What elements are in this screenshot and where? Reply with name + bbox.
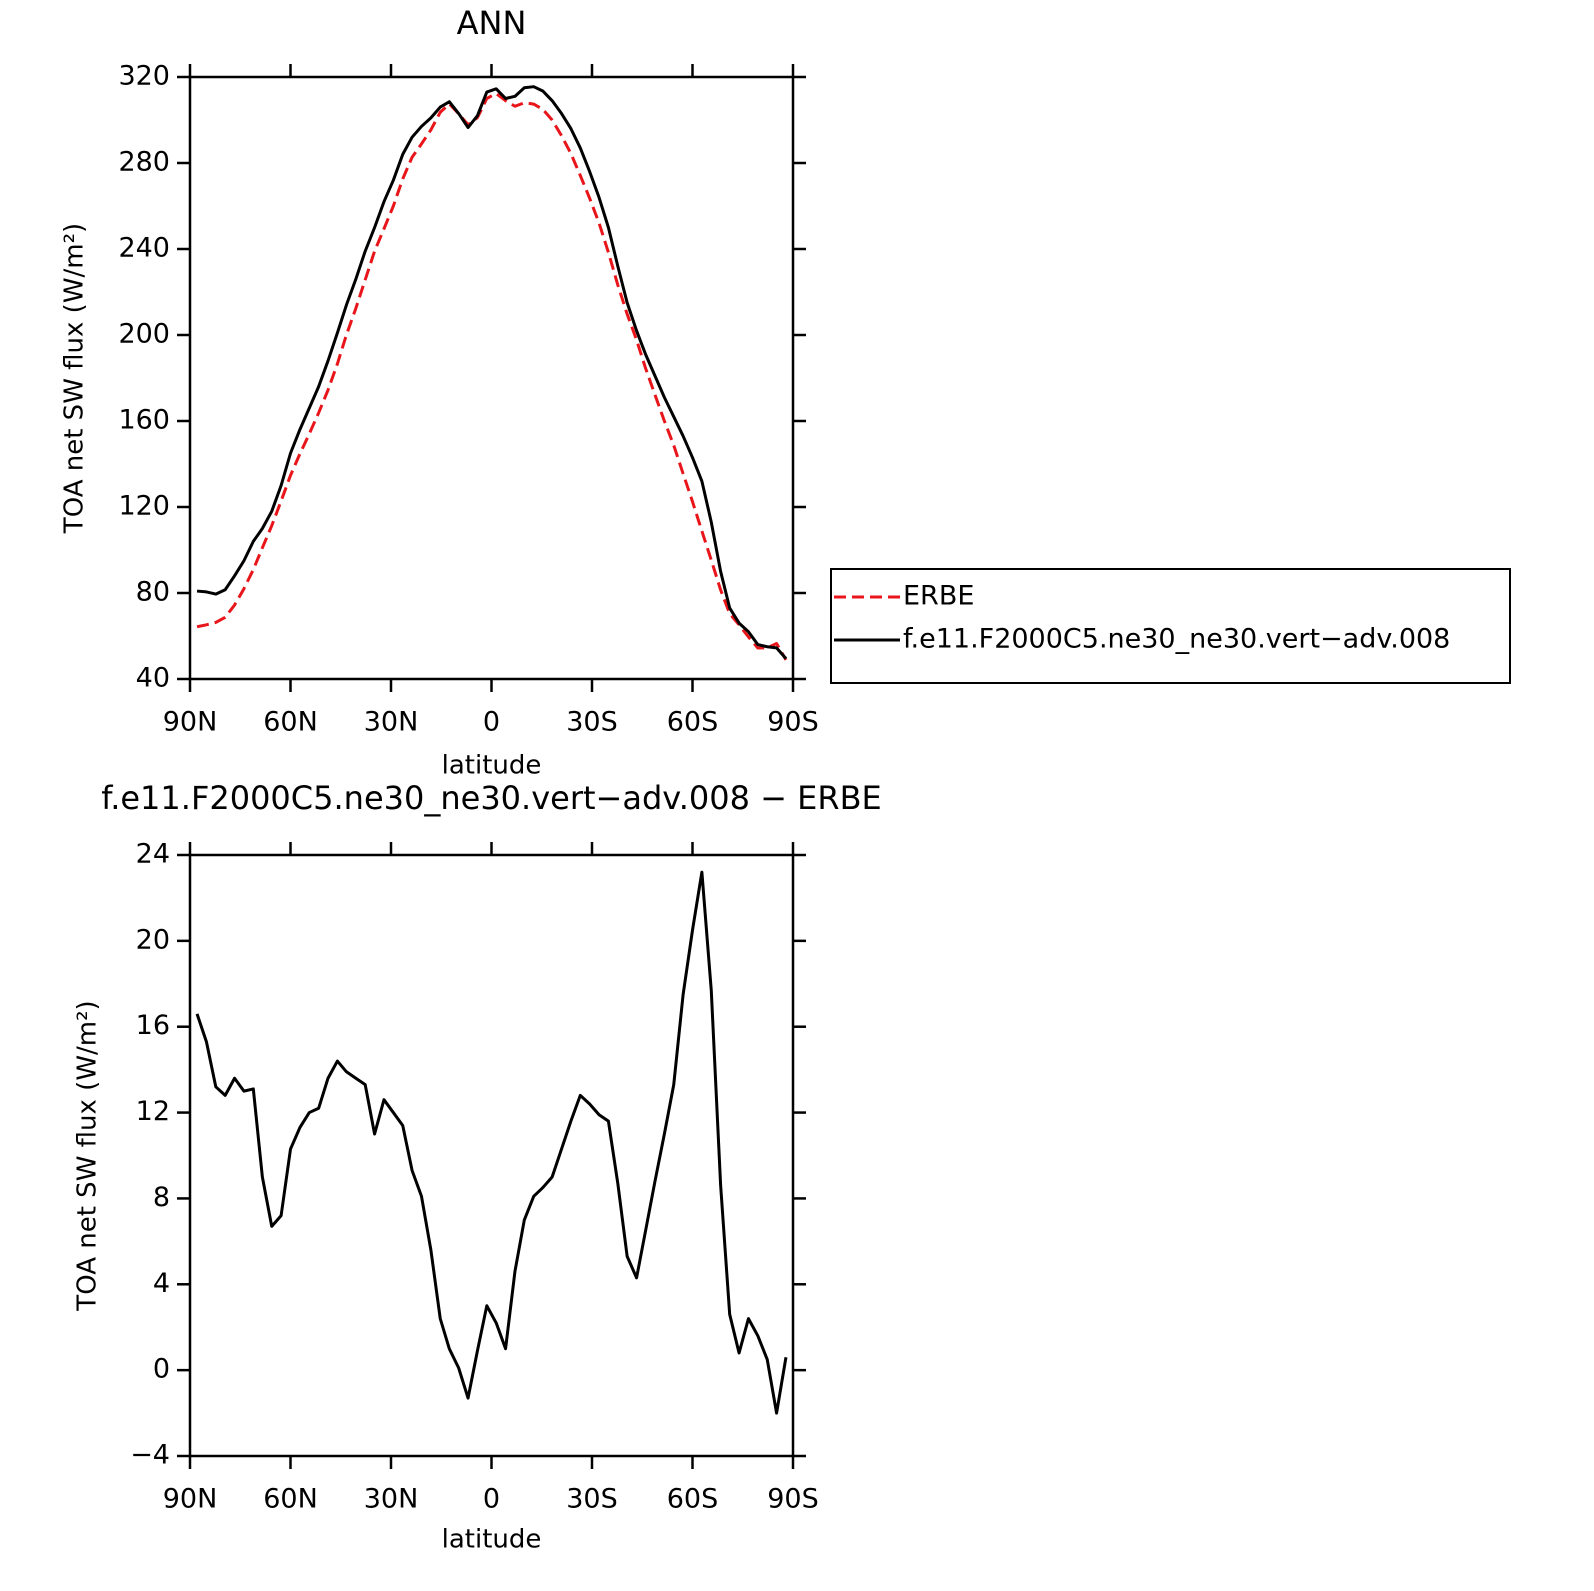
- chart-title: f.e11.F2000C5.ne30_ne30.vert−adv.008 − E…: [101, 779, 882, 817]
- y-tick-label: 8: [153, 1182, 170, 1213]
- y-tick-label: 16: [136, 1010, 170, 1041]
- x-tick-label: 90S: [767, 707, 819, 738]
- x-tick-label: 60N: [263, 707, 318, 738]
- data-line: [196, 92, 788, 661]
- x-tick-label: 60N: [263, 1484, 318, 1515]
- y-tick-label: 12: [136, 1096, 170, 1127]
- legend-box: [830, 568, 1511, 684]
- x-tick-label: 0: [483, 1484, 500, 1515]
- y-tick-label: 200: [118, 319, 170, 350]
- x-tick-label: 60S: [667, 1484, 719, 1515]
- y-tick-label: 320: [118, 61, 170, 92]
- x-tick-label: 0: [483, 707, 500, 738]
- x-tick-label: 90N: [163, 707, 218, 738]
- x-tick-label: 30N: [364, 1484, 419, 1515]
- x-tick-label: 90N: [163, 1484, 218, 1515]
- legend-label: ERBE: [903, 581, 974, 612]
- y-tick-label: 20: [136, 924, 170, 955]
- data-line: [196, 85, 788, 660]
- y-axis-label: TOA net SW flux (W/m²): [73, 1000, 103, 1311]
- y-tick-label: 120: [118, 491, 170, 522]
- plot-frame: [188, 853, 795, 1458]
- y-tick-label: 160: [118, 405, 170, 436]
- y-tick-label: −4: [130, 1440, 170, 1471]
- legend-label: f.e11.F2000C5.ne30_ne30.vert−adv.008: [903, 624, 1450, 655]
- x-tick-label: 30N: [364, 707, 419, 738]
- data-line: [195, 870, 788, 1415]
- y-tick-label: 280: [118, 147, 170, 178]
- x-tick-label: 30S: [566, 707, 618, 738]
- y-tick-label: 0: [153, 1354, 170, 1385]
- y-tick-label: 80: [136, 577, 170, 608]
- y-tick-label: 240: [118, 233, 170, 264]
- x-axis-label: latitude: [442, 1525, 542, 1555]
- x-axis-label: latitude: [442, 751, 542, 781]
- y-tick-label: 40: [136, 663, 170, 694]
- y-tick-label: 4: [153, 1268, 170, 1299]
- x-tick-label: 90S: [767, 1484, 819, 1515]
- chart-title: ANN: [457, 4, 527, 42]
- plot-frame: [188, 75, 795, 681]
- y-axis-label: TOA net SW flux (W/m²): [60, 223, 90, 534]
- x-tick-label: 60S: [667, 707, 719, 738]
- x-tick-label: 30S: [566, 1484, 618, 1515]
- y-tick-label: 24: [136, 839, 170, 870]
